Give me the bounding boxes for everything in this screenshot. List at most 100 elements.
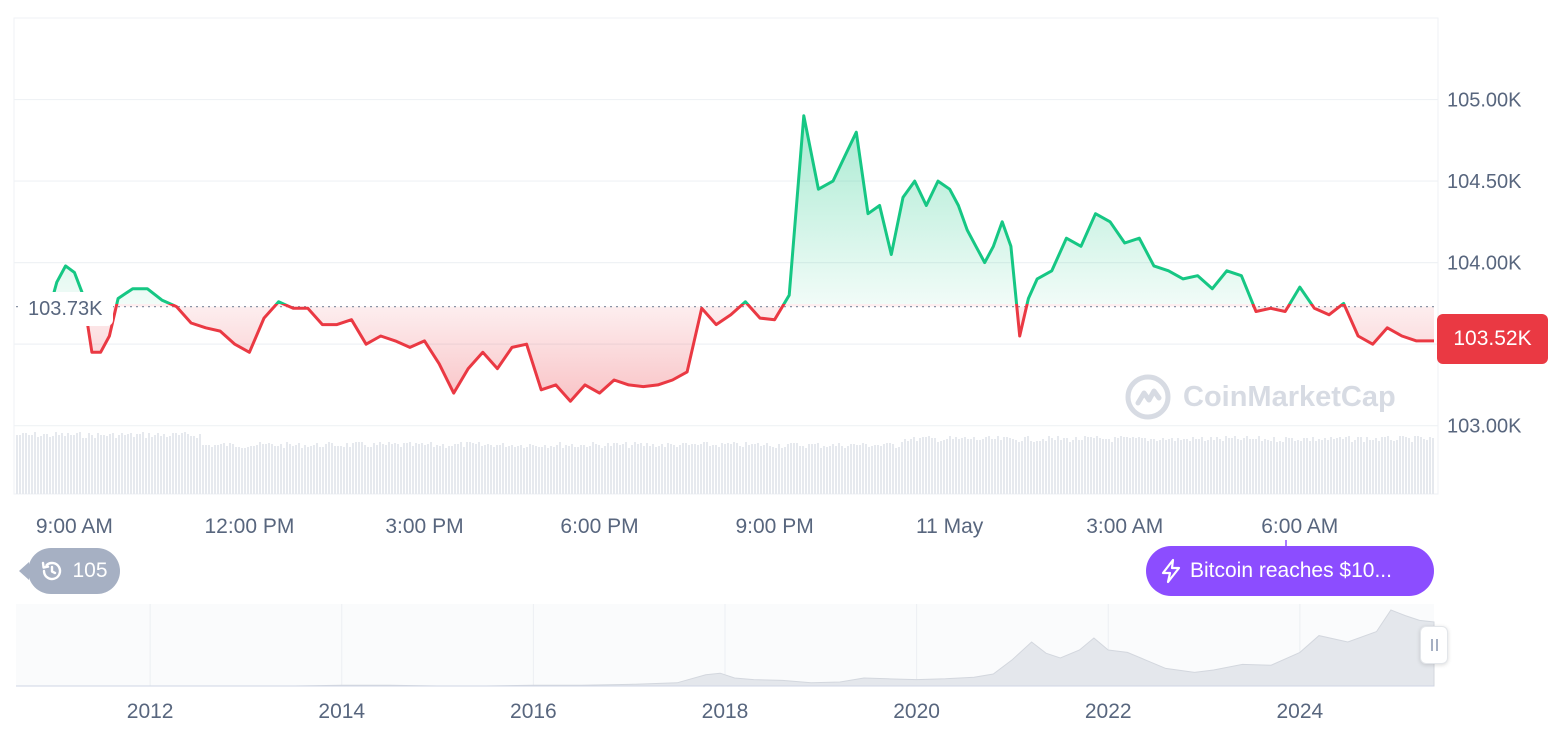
y-axis: 105.00K 104.50K 104.00K 103.00K: [1447, 90, 1522, 438]
volume-bar: [643, 446, 645, 494]
x-tick-label: 3:00 PM: [385, 515, 463, 538]
volume-bar: [1198, 439, 1200, 494]
volume-bar: [403, 443, 405, 494]
volume-bar: [1228, 438, 1230, 494]
volume-bar: [955, 437, 957, 494]
volume-bar: [718, 447, 720, 494]
volume-bar: [1213, 440, 1215, 494]
volume-bar: [625, 442, 627, 494]
volume-bar: [340, 446, 342, 494]
navigator-tick-label: 2018: [702, 700, 749, 723]
volume-bar: [271, 444, 273, 494]
volume-bar: [478, 442, 480, 494]
volume-bar: [964, 437, 966, 494]
volume-bar: [283, 448, 285, 494]
volume-bar: [424, 445, 426, 494]
volume-bar: [1051, 438, 1053, 494]
event-marker-button[interactable]: Bitcoin reaches $10...: [1146, 546, 1434, 596]
volume-bar: [25, 433, 27, 494]
volume-bar: [439, 446, 441, 494]
volume-bar: [628, 448, 630, 494]
volume-bar: [499, 445, 501, 494]
volume-bar: [973, 437, 975, 494]
volume-bar: [790, 443, 792, 494]
volume-bar: [541, 447, 543, 494]
volume-bar: [1207, 440, 1209, 494]
volume-bar: [193, 436, 195, 494]
volume-bar: [586, 447, 588, 494]
volume-bar: [169, 436, 171, 494]
range-navigator[interactable]: [16, 604, 1435, 687]
volume-bar: [907, 441, 909, 494]
volume-bar: [1057, 436, 1059, 494]
lightning-icon: [1161, 558, 1181, 584]
volume-bar: [616, 443, 618, 494]
volume-bar: [871, 446, 873, 494]
volume-bar: [217, 445, 219, 494]
volume-bar: [1252, 439, 1254, 494]
volume-bar: [1195, 439, 1197, 494]
volume-bar: [727, 443, 729, 494]
volume-bar: [1180, 440, 1182, 494]
volume-bar: [739, 446, 741, 494]
volume-bar: [19, 435, 21, 494]
volume-bar: [688, 445, 690, 494]
volume-bar: [64, 436, 66, 494]
volume-bar: [571, 444, 573, 494]
volume-bar: [346, 443, 348, 494]
volume-bar: [139, 434, 141, 494]
volume-bar: [1291, 438, 1293, 494]
volume-bar: [1267, 440, 1269, 494]
volume-bar: [34, 432, 36, 494]
volume-bar: [583, 445, 585, 494]
volume-bar: [931, 438, 933, 494]
volume-bar: [610, 446, 612, 494]
volume-bar: [877, 445, 879, 494]
volume-bar: [1012, 439, 1014, 494]
volume-bar: [1135, 438, 1137, 494]
volume-bar: [1249, 439, 1251, 494]
volume-bar: [979, 440, 981, 494]
volume-bar: [1369, 440, 1371, 494]
volume-bar: [298, 443, 300, 494]
volume-bar: [442, 444, 444, 494]
volume-bar: [1327, 440, 1329, 494]
volume-bar: [886, 443, 888, 494]
volume-bar: [487, 444, 489, 494]
volume-bar: [1240, 440, 1242, 494]
volume-bar: [985, 437, 987, 494]
volume-bar: [1222, 441, 1224, 494]
volume-bar: [1078, 440, 1080, 494]
volume-bar: [676, 447, 678, 494]
volume-bar: [1324, 438, 1326, 494]
volume-bar: [724, 444, 726, 494]
volume-bar: [943, 440, 945, 494]
history-button[interactable]: 105: [19, 548, 120, 594]
volume-bar: [598, 445, 600, 494]
volume-bar: [1192, 437, 1194, 494]
volume-bar: [715, 445, 717, 494]
volume-bar: [187, 434, 189, 494]
navigator-drag-handle[interactable]: [1420, 626, 1448, 664]
volume-bar: [1030, 441, 1032, 494]
volume-bar: [256, 445, 258, 494]
volume-bar: [631, 445, 633, 494]
volume-bar: [427, 444, 429, 494]
volume-bar: [778, 444, 780, 494]
volume-bar: [946, 439, 948, 494]
volume-bar: [352, 443, 354, 494]
volume-bar: [349, 447, 351, 494]
volume-bar: [544, 445, 546, 494]
volume-bar: [958, 439, 960, 494]
volume-bar: [1417, 436, 1419, 494]
volume-bar: [589, 446, 591, 494]
volume-bar: [163, 434, 165, 494]
volume-bar: [268, 443, 270, 494]
volume-bar: [70, 435, 72, 494]
volume-bar: [304, 445, 306, 494]
volume-bar: [1009, 438, 1011, 494]
volume-bar: [160, 436, 162, 494]
volume-bar: [430, 442, 432, 494]
volume-bar: [967, 439, 969, 494]
